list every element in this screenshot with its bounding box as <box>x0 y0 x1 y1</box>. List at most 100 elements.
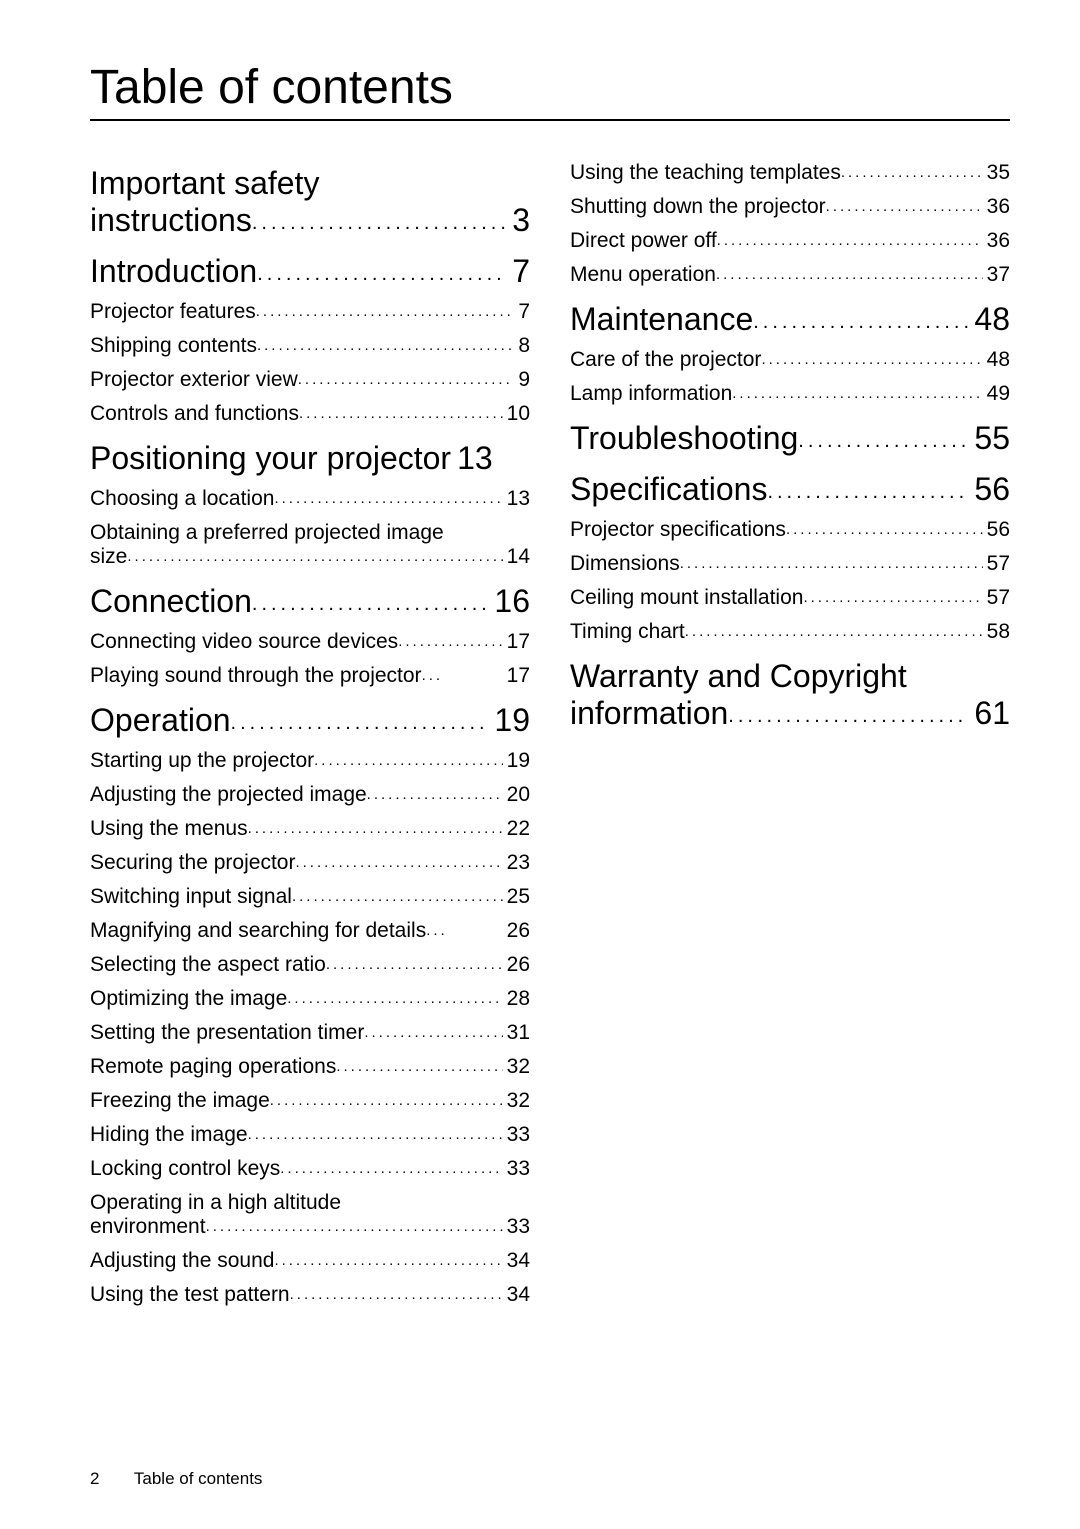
toc-entry-label: Menu operation <box>570 263 716 287</box>
toc-leader: ........................................… <box>367 786 503 803</box>
toc-section-heading[interactable]: Important safetyinstructions............… <box>90 165 530 239</box>
toc-entry-label: Controls and functions <box>90 402 299 426</box>
toc-entry[interactable]: Using the test pattern..................… <box>90 1283 530 1307</box>
toc-heading-page: 19 <box>488 702 530 739</box>
toc-entry-page: 7 <box>514 300 530 324</box>
toc-leader: ........................................… <box>767 481 968 504</box>
toc-section-heading[interactable]: Specifications..........................… <box>570 471 1010 508</box>
toc-heading-page: 16 <box>488 583 530 620</box>
toc-section-heading[interactable]: Introduction............................… <box>90 253 530 290</box>
right-column: Using the teaching templates............… <box>570 151 1010 1317</box>
toc-entry-label: Locking control keys <box>90 1157 280 1181</box>
toc-entry[interactable]: Securing the projector..................… <box>90 851 530 875</box>
toc-entry[interactable]: Dimensions..............................… <box>570 552 1010 576</box>
toc-leader: ........................................… <box>206 1218 503 1235</box>
toc-entry[interactable]: Projector specifications................… <box>570 518 1010 542</box>
toc-entry-label: Shipping contents <box>90 334 257 358</box>
toc-entry-page: 28 <box>503 987 530 1011</box>
toc-leader: ........................................… <box>257 263 506 286</box>
toc-entry[interactable]: Selecting the aspect ratio..............… <box>90 953 530 977</box>
toc-entry[interactable]: Optimizing the image....................… <box>90 987 530 1011</box>
toc-section-heading[interactable]: Maintenance.............................… <box>570 301 1010 338</box>
toc-leader: ........................................… <box>248 820 503 837</box>
toc-entry[interactable]: Ceiling mount installation..............… <box>570 586 1010 610</box>
toc-leader: ........................................… <box>274 1252 502 1269</box>
toc-section-heading[interactable]: Warranty and Copyrightinformation.......… <box>570 658 1010 732</box>
toc-heading-page: 3 <box>506 202 530 239</box>
toc-section-heading[interactable]: Troubleshooting.........................… <box>570 420 1010 457</box>
toc-entry-page: 57 <box>983 552 1010 576</box>
toc-entry-label: Ceiling mount installation <box>570 586 803 610</box>
toc-entry-page: 32 <box>503 1055 530 1079</box>
toc-entry[interactable]: Connecting video source devices.........… <box>90 630 530 654</box>
toc-leader: ........................................… <box>753 311 968 334</box>
toc-entry[interactable]: Choosing a location.....................… <box>90 487 530 511</box>
toc-section-heading[interactable]: Operation...............................… <box>90 702 530 739</box>
toc-entry-page: 9 <box>514 368 530 392</box>
toc-leader: ... <box>426 922 502 939</box>
toc-section-heading[interactable]: Positioning your projector13 <box>90 440 530 477</box>
toc-entry[interactable]: Freezing the image......................… <box>90 1089 530 1113</box>
toc-entry[interactable]: Starting up the projector...............… <box>90 749 530 773</box>
toc-entry-label: Projector exterior view <box>90 368 298 392</box>
toc-heading-label: Operation <box>90 702 231 739</box>
toc-entry[interactable]: Projector features......................… <box>90 300 530 324</box>
toc-entry[interactable]: Obtaining a preferred projected imagesiz… <box>90 521 530 569</box>
toc-entry-label: Operating in a high altitude <box>90 1191 341 1214</box>
toc-entry-label: Adjusting the projected image <box>90 783 367 807</box>
toc-entry[interactable]: Shutting down the projector.............… <box>570 195 1010 219</box>
toc-entry-page: 22 <box>503 817 530 841</box>
footer-label: Table of contents <box>134 1469 263 1488</box>
toc-entry[interactable]: Timing chart............................… <box>570 620 1010 644</box>
toc-entry[interactable]: Locking control keys....................… <box>90 1157 530 1181</box>
toc-entry[interactable]: Setting the presentation timer..........… <box>90 1021 530 1045</box>
toc-entry-label: Securing the projector <box>90 851 295 875</box>
toc-leader: ........................................… <box>295 854 502 871</box>
toc-columns: Important safetyinstructions............… <box>90 151 1010 1317</box>
page-title: Table of contents <box>90 60 1010 121</box>
toc-entry-label: Hiding the image <box>90 1123 248 1147</box>
toc-entry-label: Lamp information <box>570 382 732 406</box>
toc-heading-page: 61 <box>968 695 1010 732</box>
toc-leader: ........................................… <box>287 990 502 1007</box>
toc-entry-page: 35 <box>983 161 1010 185</box>
toc-section-heading[interactable]: Connection..............................… <box>90 583 530 620</box>
toc-entry[interactable]: Using the teaching templates............… <box>570 161 1010 185</box>
toc-entry-page: 32 <box>503 1089 530 1113</box>
toc-entry[interactable]: Hiding the image........................… <box>90 1123 530 1147</box>
toc-entry[interactable]: Shipping contents.......................… <box>90 334 530 358</box>
toc-entry[interactable]: Magnifying and searching for details...2… <box>90 919 530 943</box>
toc-entry[interactable]: Remote paging operations................… <box>90 1055 530 1079</box>
toc-entry[interactable]: Care of the projector...................… <box>570 348 1010 372</box>
toc-entry-page: 57 <box>983 586 1010 610</box>
toc-heading-line1: Warranty and Copyright <box>570 658 1010 695</box>
toc-leader: ... <box>422 667 503 684</box>
toc-leader: ........................................… <box>257 337 514 354</box>
toc-entry[interactable]: Adjusting the projected image...........… <box>90 783 530 807</box>
toc-entry-page: 31 <box>503 1021 530 1045</box>
toc-leader: ........................................… <box>248 1126 503 1143</box>
toc-entry-label: Direct power off <box>570 229 717 253</box>
toc-entry-label: Shutting down the projector <box>570 195 826 219</box>
toc-entry[interactable]: Adjusting the sound.....................… <box>90 1249 530 1273</box>
toc-entry-label: Magnifying and searching for details <box>90 919 426 943</box>
toc-entry-page: 19 <box>503 749 530 773</box>
toc-entry[interactable]: Controls and functions..................… <box>90 402 530 426</box>
toc-entry[interactable]: Operating in a high altitudeenvironment.… <box>90 1191 530 1239</box>
toc-leader: ........................................… <box>336 1058 502 1075</box>
toc-entry-label: Connecting video source devices <box>90 630 398 654</box>
toc-leader: ........................................… <box>270 1092 503 1109</box>
toc-leader: ........................................… <box>826 198 983 215</box>
toc-heading-label: Connection <box>90 583 252 620</box>
toc-entry-label: Timing chart <box>570 620 685 644</box>
toc-entry[interactable]: Menu operation..........................… <box>570 263 1010 287</box>
toc-entry-sublabel: environment <box>90 1215 206 1239</box>
toc-entry[interactable]: Projector exterior view.................… <box>90 368 530 392</box>
toc-entry[interactable]: Using the menus.........................… <box>90 817 530 841</box>
toc-entry[interactable]: Playing sound through the projector...17 <box>90 664 530 688</box>
toc-entry-page: 26 <box>503 919 530 943</box>
left-column: Important safetyinstructions............… <box>90 151 530 1317</box>
toc-entry[interactable]: Switching input signal..................… <box>90 885 530 909</box>
toc-entry[interactable]: Lamp information........................… <box>570 382 1010 406</box>
toc-entry[interactable]: Direct power off........................… <box>570 229 1010 253</box>
